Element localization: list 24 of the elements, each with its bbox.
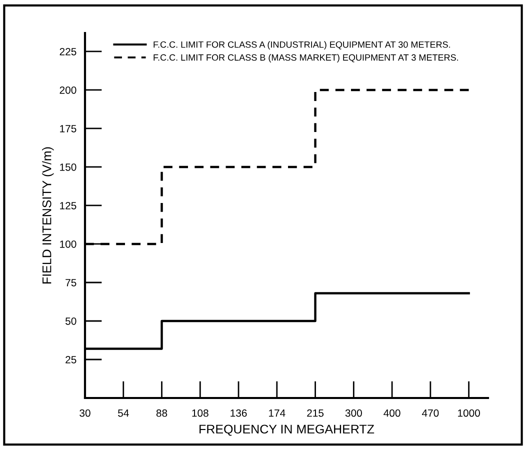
x-tick-label: 108 (192, 409, 208, 417)
x-tick-label: 136 (230, 409, 247, 417)
x-tick-label: 30 (80, 409, 90, 417)
y-axis-title: FIELD INTENSITY (V/m) (42, 147, 54, 284)
legend-label: F.C.C. LIMIT FOR CLASS B (MASS MARKET) EQUIPMENT AT 3 METERS. (154, 54, 458, 62)
x-tick-label: 470 (422, 409, 439, 417)
x-axis-title: FREQUENCY IN MEGAHERTZ (200, 424, 374, 436)
x-tick-label: 300 (345, 409, 362, 417)
x-tick-label: 400 (384, 409, 400, 417)
y-tick-label: 125 (60, 202, 76, 210)
y-tick-label: 175 (60, 125, 76, 132)
x-tick-label: 88 (156, 409, 168, 417)
y-tick-label: 225 (60, 48, 76, 56)
x-tick-label: 54 (118, 409, 129, 417)
y-tick-label: 100 (60, 240, 76, 248)
x-tick-label: 215 (307, 409, 324, 417)
y-tick-label: 150 (60, 163, 76, 171)
legend-label: F.C.C. LIMIT FOR CLASS A (INDUSTRIAL) EQUIPMENT AT 30 METERS. (154, 41, 450, 50)
y-tick-label: 200 (60, 86, 76, 94)
x-tick-label: 1000 (458, 409, 480, 417)
y-tick-label: 50 (66, 317, 76, 325)
y-tick-label: 25 (66, 356, 76, 364)
y-tick-label: 75 (66, 279, 76, 286)
x-tick-label: 174 (269, 409, 286, 417)
